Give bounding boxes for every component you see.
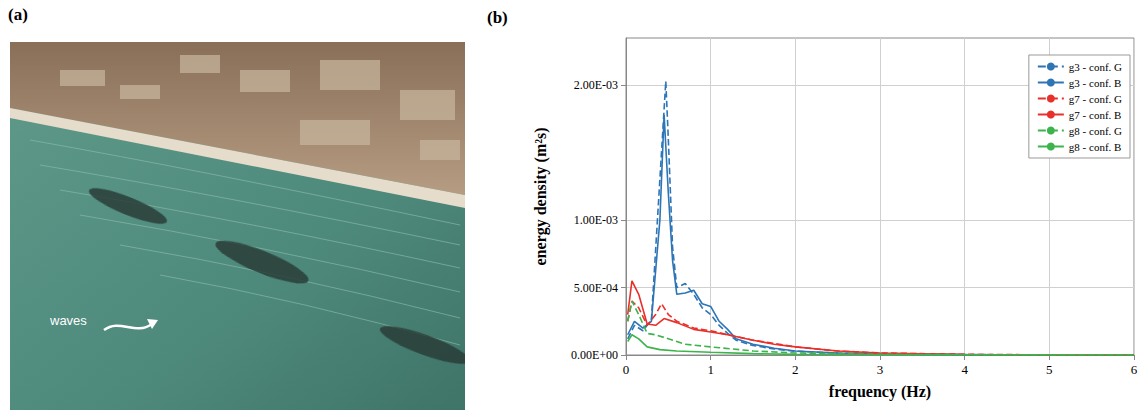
svg-text:6: 6 (1131, 362, 1138, 377)
svg-text:g3 - conf. B: g3 - conf. B (1069, 77, 1122, 89)
svg-text:(b): (b) (487, 8, 508, 27)
svg-text:frequency (Hz): frequency (Hz) (829, 383, 931, 401)
svg-text:g8 - conf. G: g8 - conf. G (1069, 125, 1122, 137)
svg-text:g7 - conf. G: g7 - conf. G (1069, 93, 1122, 105)
svg-text:g8 - conf. B: g8 - conf. B (1069, 141, 1122, 153)
svg-text:4: 4 (961, 362, 968, 377)
svg-text:2: 2 (792, 362, 799, 377)
svg-text:0.00E+00: 0.00E+00 (571, 348, 618, 362)
svg-text:g7 - conf. B: g7 - conf. B (1069, 109, 1122, 121)
svg-text:g3 - conf. G: g3 - conf. G (1069, 61, 1122, 73)
svg-text:5: 5 (1046, 362, 1053, 377)
svg-text:2.00E-03: 2.00E-03 (574, 78, 618, 92)
svg-text:3: 3 (877, 362, 884, 377)
svg-text:0: 0 (623, 362, 630, 377)
svg-text:1.00E-03: 1.00E-03 (574, 213, 618, 227)
svg-text:waves: waves (49, 313, 87, 328)
svg-text:energy density (m²s): energy density (m²s) (532, 127, 550, 265)
svg-text:(a): (a) (8, 5, 28, 24)
svg-text:5.00E-04: 5.00E-04 (574, 281, 618, 295)
svg-text:1: 1 (707, 362, 714, 377)
